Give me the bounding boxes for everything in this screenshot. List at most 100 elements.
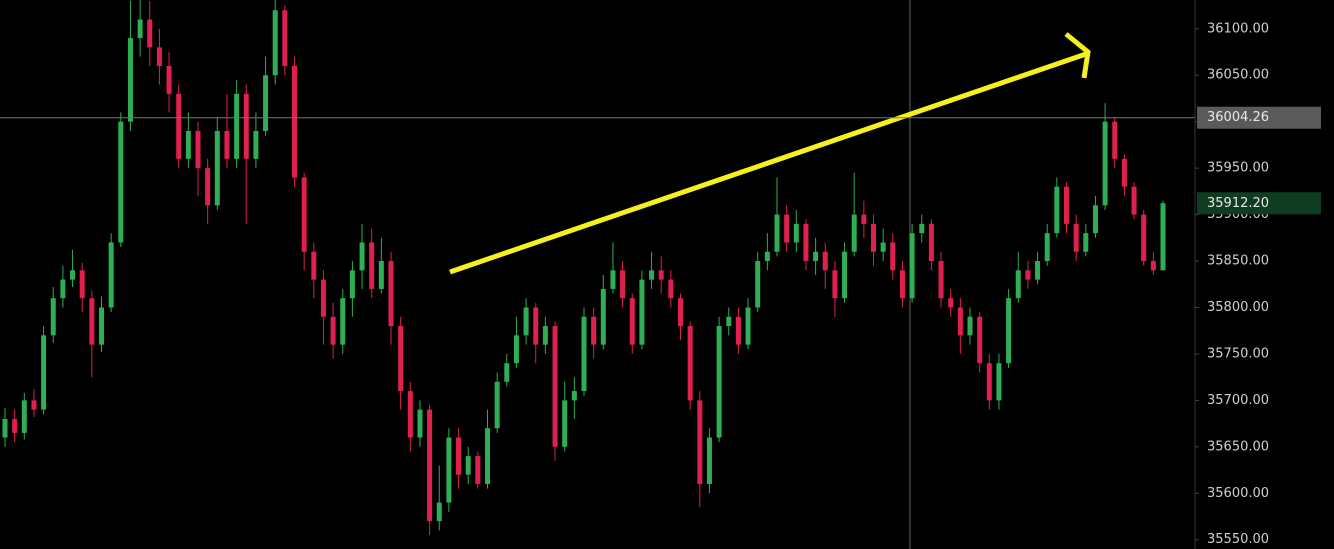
- y-tick-label: 35800.00: [1207, 300, 1269, 315]
- candle-body: [41, 335, 47, 410]
- candle-body: [369, 242, 375, 289]
- candle-body: [176, 93, 182, 159]
- candle-body: [388, 261, 394, 327]
- y-tick-label: 35700.00: [1207, 393, 1269, 408]
- candle-body: [552, 326, 558, 447]
- candle-body: [70, 270, 76, 280]
- y-tick-label: 35750.00: [1207, 346, 1269, 361]
- y-tick-label: 35650.00: [1207, 439, 1269, 454]
- candle-body: [687, 326, 693, 401]
- candle-body: [349, 270, 355, 299]
- candle-body: [12, 418, 18, 433]
- candle-body: [774, 214, 780, 252]
- candle-body: [21, 400, 27, 433]
- candle-body: [137, 19, 143, 39]
- candle-body: [764, 251, 770, 262]
- candle-body: [446, 437, 452, 503]
- price-marker-label: 35912.20: [1207, 196, 1269, 211]
- candle-body: [861, 214, 867, 224]
- candle-body: [986, 363, 992, 401]
- y-tick-label: 35950.00: [1207, 161, 1269, 176]
- candle-body: [629, 298, 635, 345]
- candles: [2, 0, 1166, 536]
- candle-body: [359, 242, 365, 271]
- candle-body: [504, 363, 510, 382]
- candle-body: [465, 456, 471, 475]
- candle-body: [436, 502, 442, 522]
- candle-body: [928, 223, 934, 262]
- y-tick-label: 36100.00: [1207, 21, 1269, 36]
- candle-body: [378, 261, 384, 289]
- candle-body: [263, 75, 269, 131]
- candle-body: [475, 456, 481, 484]
- candle-body: [205, 168, 211, 206]
- candle-body: [890, 242, 896, 271]
- candle-body: [31, 400, 37, 410]
- candle-body: [1006, 298, 1012, 364]
- candle-body: [79, 270, 85, 299]
- candle-body: [571, 391, 577, 401]
- candle-body: [880, 242, 886, 252]
- candle-body: [1044, 233, 1050, 262]
- candle-body: [494, 381, 500, 429]
- candle-body: [1015, 270, 1021, 299]
- candle-body: [1073, 223, 1079, 252]
- candle-body: [1160, 203, 1166, 271]
- candle-body: [195, 130, 201, 169]
- candle-body: [292, 65, 297, 178]
- candle-body: [301, 177, 307, 252]
- price-marker-label: 36004.26: [1207, 110, 1269, 125]
- candle-body: [755, 261, 761, 308]
- candle-body: [899, 270, 905, 299]
- candle-body: [706, 437, 712, 484]
- candle-body: [793, 223, 799, 243]
- candle-body: [1121, 158, 1127, 187]
- candle-body: [1064, 186, 1069, 224]
- candle-body: [1083, 233, 1089, 252]
- candle-body: [513, 335, 519, 364]
- candle-body: [282, 10, 288, 66]
- candle-body: [1112, 121, 1118, 159]
- candle-body: [330, 316, 336, 345]
- candle-body: [2, 418, 8, 438]
- candle-body: [832, 270, 838, 299]
- candle-body: [50, 298, 56, 336]
- candle-body: [842, 251, 848, 299]
- candle-body: [214, 130, 220, 206]
- candle-body: [639, 279, 645, 345]
- candle-body: [591, 316, 597, 345]
- candle-body: [456, 437, 462, 475]
- candle-body: [417, 409, 423, 438]
- candle-body: [948, 298, 954, 308]
- candle-body: [523, 307, 529, 336]
- candle-body: [919, 223, 925, 234]
- y-tick-label: 36050.00: [1207, 68, 1269, 83]
- candle-body: [871, 223, 876, 252]
- candle-body: [156, 47, 162, 66]
- candle-body: [60, 279, 66, 299]
- y-tick-label: 35600.00: [1207, 486, 1269, 501]
- candle-body: [340, 298, 346, 345]
- candle-body: [581, 316, 587, 392]
- candle-body: [234, 93, 240, 159]
- candle-body: [697, 400, 703, 484]
- price-marker-box: [1197, 192, 1321, 215]
- candle-body: [320, 279, 326, 317]
- candle-body: [542, 326, 548, 345]
- candle-body: [272, 10, 278, 76]
- candle-body: [1102, 121, 1108, 206]
- candle-body: [678, 298, 683, 327]
- candle-body: [600, 288, 606, 345]
- candle-body: [485, 428, 490, 484]
- candle-body: [1054, 186, 1060, 234]
- trend-arrow: [449, 51, 1087, 275]
- candle-body: [967, 316, 973, 336]
- candle-body: [726, 316, 732, 327]
- candle-body: [118, 121, 124, 243]
- candle-body: [649, 270, 655, 280]
- candle-body: [166, 65, 172, 94]
- candle-body: [1141, 214, 1147, 262]
- candle-body: [813, 251, 819, 262]
- candle-body: [803, 223, 809, 262]
